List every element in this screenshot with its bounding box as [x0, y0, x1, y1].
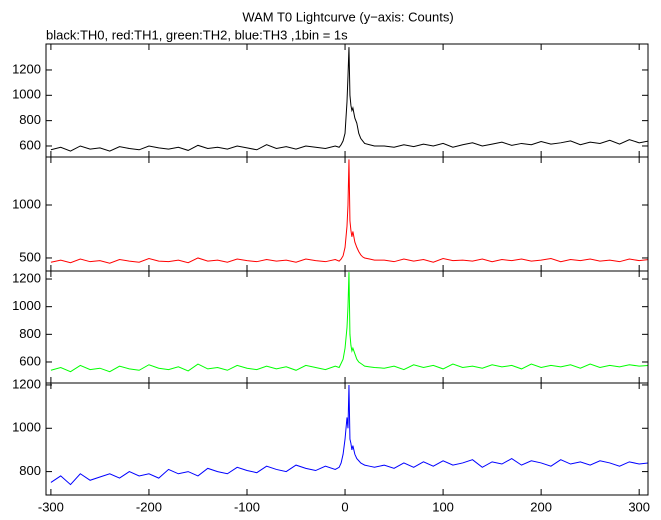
y-tick-label: 800	[19, 326, 41, 341]
light-curve	[50, 159, 648, 264]
y-tick-label: 1200	[12, 270, 41, 285]
y-tick-label: 1000	[12, 298, 41, 313]
x-tick-label: -100	[234, 499, 260, 514]
panel-frame	[45, 156, 649, 272]
x-tick-label: -200	[136, 499, 162, 514]
y-tick-label: 1200	[12, 376, 41, 391]
y-tick-label: 800	[19, 463, 41, 478]
light-curve	[50, 272, 648, 373]
y-tick-label: 600	[19, 137, 41, 152]
y-tick-label: 1000	[12, 87, 41, 102]
x-tick-label: 300	[628, 499, 650, 514]
y-tick-label: 500	[19, 249, 41, 264]
x-tick-label: 100	[432, 499, 454, 514]
y-tick-label: 800	[19, 112, 41, 127]
chart-subtitle: black:TH0, red:TH1, green:TH2, blue:TH3 …	[46, 27, 348, 42]
x-tick-label: 200	[530, 499, 552, 514]
y-tick-label: 1200	[12, 61, 41, 76]
x-tick-label: 0	[341, 499, 348, 514]
light-curve	[50, 47, 648, 152]
light-curve	[50, 384, 648, 486]
panel-frame	[45, 382, 649, 496]
y-tick-label: 600	[19, 353, 41, 368]
x-tick-label: -300	[38, 499, 64, 514]
y-tick-label: 1000	[12, 196, 41, 211]
chart-title: WAM T0 Lightcurve (y−axis: Counts)	[242, 9, 453, 24]
y-tick-label: 1000	[12, 420, 41, 435]
